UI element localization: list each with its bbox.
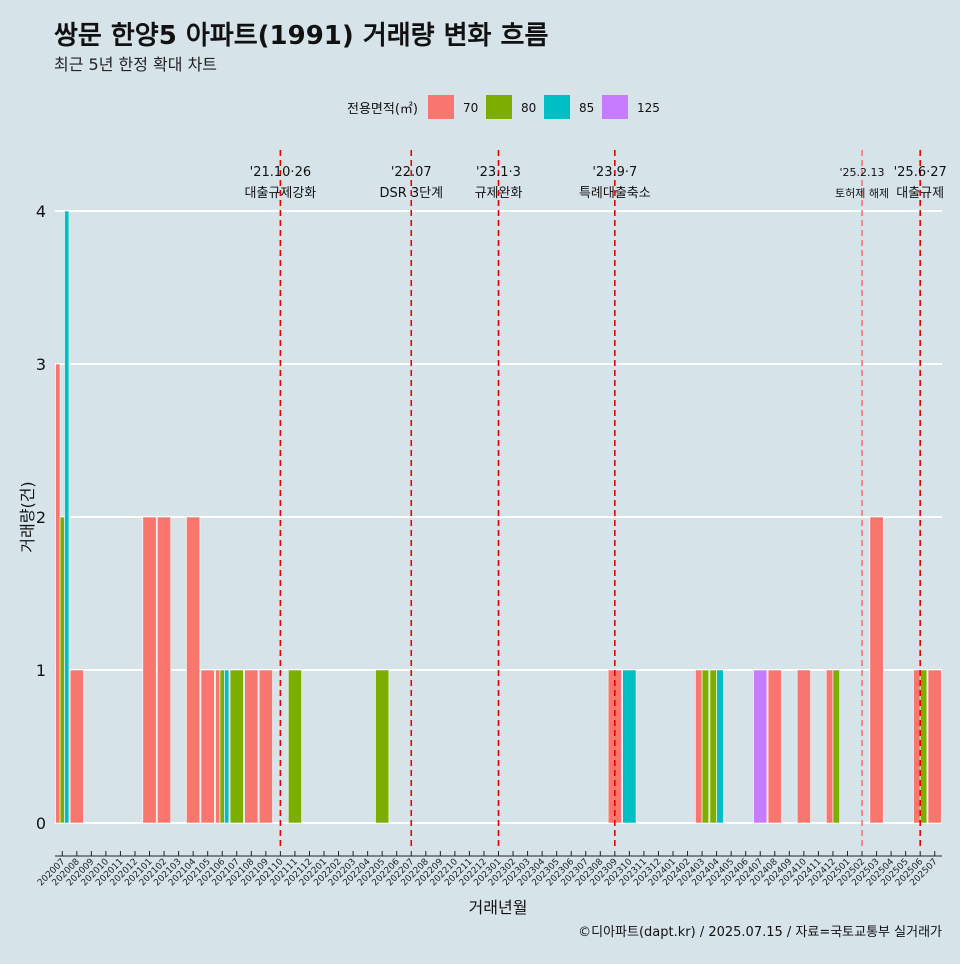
bar-202310-85 — [622, 669, 637, 824]
event-label: 대출규제 — [896, 186, 944, 201]
event-date-label: '23.9·7 — [592, 165, 637, 180]
legend-swatch-70 — [428, 95, 454, 119]
legend-label-125: 125 — [637, 101, 660, 115]
event-label: DSR 3단계 — [379, 186, 443, 201]
event-date-label: '23.1·3 — [476, 165, 521, 180]
bar-202403-70 — [695, 669, 703, 824]
legend-swatch-80 — [486, 95, 512, 119]
chart-title: 쌍문 한양5 아파트(1991) 거래량 변화 흐름 — [54, 21, 548, 51]
bar-202106-70 — [215, 669, 221, 824]
bar-202105-70 — [200, 669, 215, 824]
event-date-label: '21.10·26 — [250, 165, 311, 180]
bar-202102-70 — [157, 516, 172, 824]
y-tick-label: 3 — [36, 355, 46, 374]
bar-202008-70 — [69, 669, 84, 824]
bar-202507-70 — [927, 669, 942, 824]
x-axis-label: 거래년월 — [469, 898, 528, 917]
bar-202109-70 — [258, 669, 273, 824]
bar-202412-80 — [832, 669, 840, 824]
bar-202106-80 — [219, 669, 225, 824]
bar-202108-70 — [244, 669, 259, 824]
bar-202404-85 — [716, 669, 724, 824]
bar-202404-80 — [709, 669, 717, 824]
y-tick-label: 2 — [36, 508, 46, 527]
bar-202410-70 — [796, 669, 811, 824]
bar-202007-70 — [55, 363, 61, 824]
bar-202007-85 — [64, 210, 70, 824]
y-axis-label: 거래량(건) — [18, 481, 37, 552]
y-tick-label: 1 — [36, 661, 46, 680]
y-tick-label: 4 — [36, 202, 46, 221]
bars — [55, 210, 942, 824]
event-label: 대출규제강화 — [245, 186, 317, 201]
axes: 0123420200720200820200920201020201120201… — [36, 202, 942, 888]
legend-title: 전용면적(㎡) — [347, 102, 418, 117]
bar-202111-80 — [287, 669, 302, 824]
bar-202506-70 — [913, 669, 921, 824]
bar-202107-80 — [229, 669, 244, 824]
bar-202403-80 — [701, 669, 710, 824]
legend-swatch-85 — [544, 95, 570, 119]
bar-202407-125 — [753, 669, 768, 824]
bar-202412-70 — [825, 669, 834, 824]
event-label: 규제완화 — [475, 186, 523, 201]
chart-subtitle: 최근 5년 한정 확대 차트 — [54, 55, 217, 74]
bar-202503-70 — [869, 516, 884, 824]
bar-202101-70 — [142, 516, 157, 824]
legend-label-85: 85 — [579, 101, 594, 115]
legend-swatch-125 — [602, 95, 628, 119]
event-date-label: '25.2.13 — [840, 166, 885, 179]
bar-202007-80 — [59, 516, 65, 824]
bar-202408-70 — [767, 669, 782, 824]
legend: 전용면적(㎡) 70 80 85 125 — [347, 95, 660, 119]
bar-202506-80 — [919, 669, 928, 824]
event-lines: '21.10·26 대출규제강화 '22.07 DSR 3단계 '23.1·3 규제완화 '… — [245, 150, 947, 850]
y-tick-label: 0 — [36, 814, 46, 833]
chart-caption: ©디아파트(dapt.kr) / 2025.07.15 / 자료=국토교통부 실… — [578, 925, 942, 940]
event-label: 토허제 해제 — [835, 186, 889, 200]
bar-202106-85 — [224, 669, 230, 824]
bar-202104-70 — [186, 516, 201, 824]
bar-202205-80 — [375, 669, 390, 824]
legend-label-80: 80 — [521, 101, 536, 115]
event-date-label: '22.07 — [391, 165, 432, 180]
legend-label-70: 70 — [463, 101, 478, 115]
event-label: 특례대출축소 — [579, 186, 651, 201]
event-date-label: '25.6·27 — [894, 165, 947, 180]
